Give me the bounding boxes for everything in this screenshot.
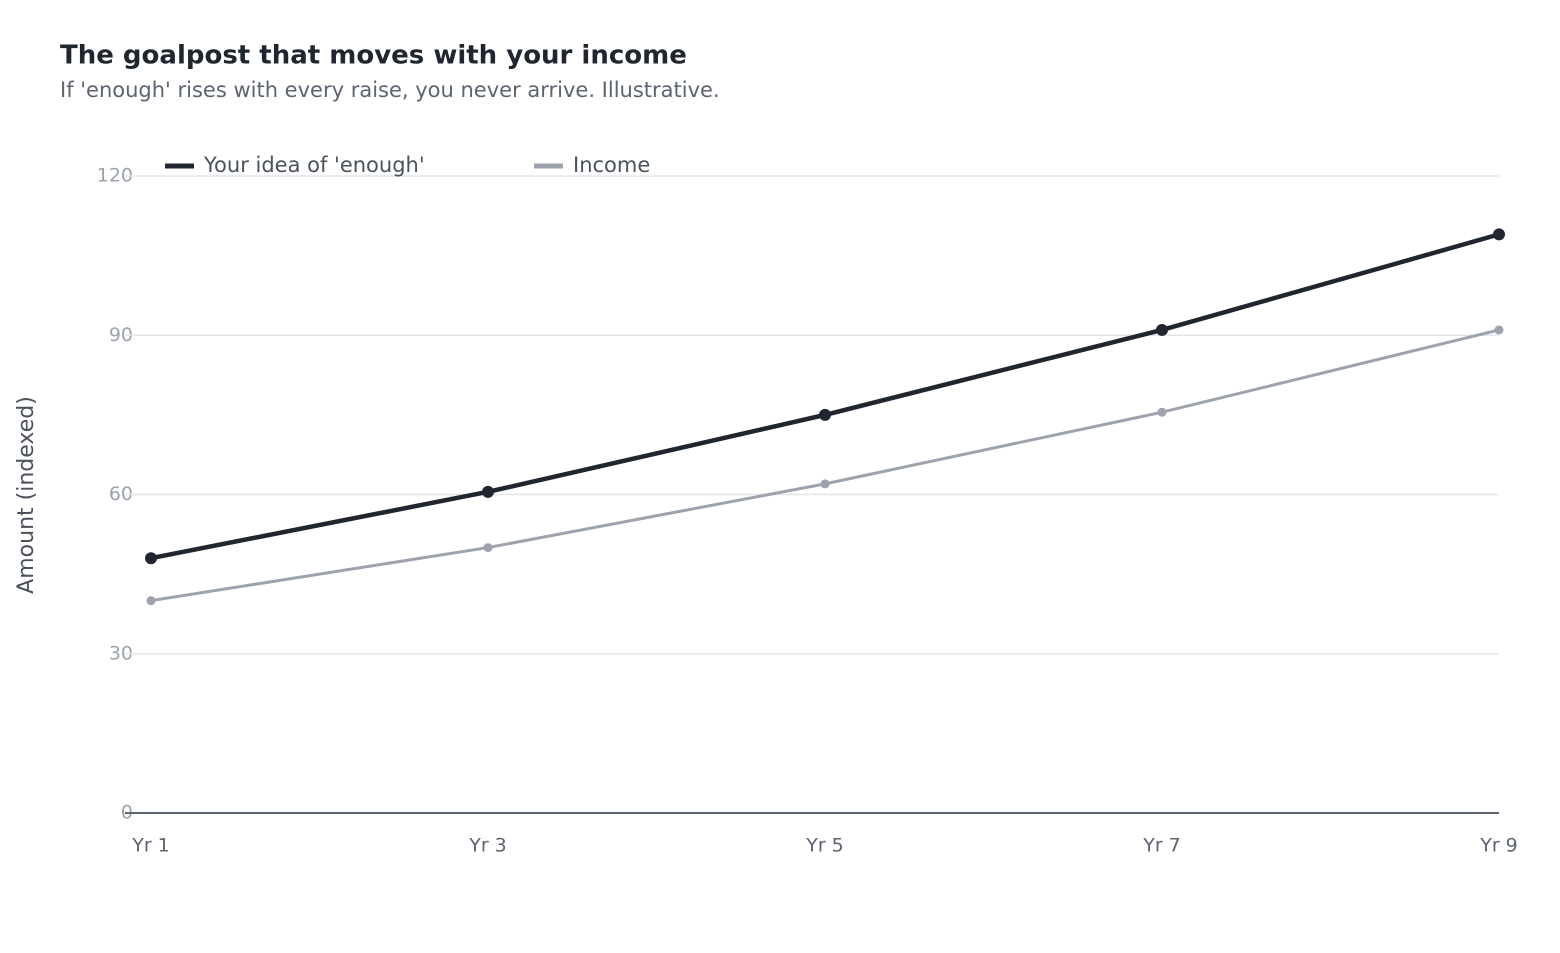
legend-label: Income [573, 153, 650, 177]
point [1156, 323, 1168, 336]
point [483, 543, 493, 553]
y-tick-label: 90 [109, 324, 133, 346]
point [819, 408, 831, 421]
point [820, 479, 830, 489]
x-tick-label: Yr 5 [805, 835, 844, 857]
y-tick-label: 60 [109, 483, 133, 505]
y-axis-title: Amount (indexed) [14, 396, 39, 594]
point [1493, 228, 1505, 241]
x-tick-label: Yr 9 [1479, 835, 1518, 857]
point [482, 485, 494, 498]
point [145, 552, 157, 565]
y-tick-label: 30 [109, 642, 133, 664]
line [150, 232, 1500, 561]
chart-subtitle: If 'enough' rises with every raise, you … [60, 78, 720, 102]
chart-title: The goalpost that moves with your income [60, 41, 687, 71]
x-tick-label: Yr 3 [468, 835, 507, 857]
line [150, 328, 1500, 603]
point [146, 596, 156, 606]
legend-label: Your idea of 'enough' [203, 153, 425, 177]
x-tick-label: Yr 7 [1142, 835, 1181, 857]
point [1157, 407, 1167, 417]
point [1494, 325, 1504, 335]
x-tick-label: Yr 1 [131, 835, 170, 857]
y-tick-label: 120 [97, 165, 133, 187]
